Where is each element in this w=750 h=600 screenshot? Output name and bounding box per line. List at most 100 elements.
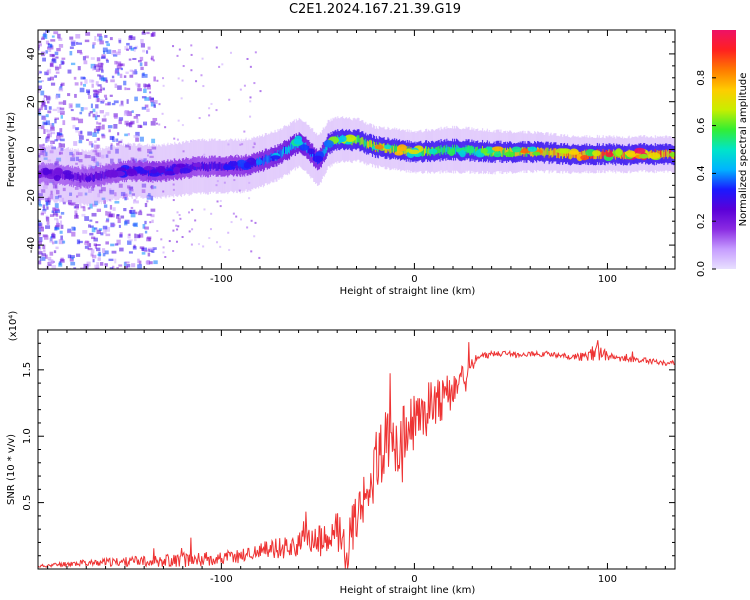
ridge-blob <box>243 161 251 169</box>
noise-speckle <box>48 47 52 53</box>
ridge-core <box>289 142 292 150</box>
ridge-core <box>221 163 223 171</box>
noise-speckle <box>126 122 131 127</box>
noise-speckle <box>110 243 115 247</box>
noise-speckle <box>153 76 156 82</box>
noise-speckle <box>33 77 36 82</box>
noise-speckle <box>203 208 206 211</box>
noise-speckle <box>41 147 46 151</box>
noise-speckle <box>208 107 211 110</box>
noise-speckle <box>50 141 53 146</box>
noise-speckle <box>113 100 119 104</box>
noise-speckle <box>127 233 131 239</box>
noise-speckle <box>210 212 213 215</box>
colorbar-label: Normalized spectral amplitude <box>738 73 749 227</box>
noise-speckle <box>90 57 95 60</box>
ridge-blob <box>639 153 649 159</box>
noise-speckle <box>135 113 141 117</box>
noise-speckle <box>110 143 113 146</box>
ridge-core <box>556 150 558 159</box>
ridge-core <box>74 172 76 180</box>
ridge-core <box>392 144 394 152</box>
noise-speckle <box>76 49 82 54</box>
noise-speckle <box>172 45 175 48</box>
noise-speckle <box>118 183 123 188</box>
heatmap-area <box>33 30 675 269</box>
ridge-core <box>600 151 602 160</box>
noise-speckle <box>111 250 117 254</box>
ridge-blob <box>384 144 392 150</box>
noise-speckle <box>38 190 40 196</box>
ridge-blob <box>344 134 356 143</box>
noise-speckle <box>137 83 141 88</box>
ridge-core <box>212 162 214 170</box>
ridge-core <box>447 146 449 154</box>
noise-speckle <box>141 252 146 255</box>
noise-speckle <box>176 54 179 57</box>
noise-speckle <box>137 264 142 269</box>
noise-speckle <box>152 100 158 104</box>
noise-speckle <box>38 47 40 51</box>
ridge-core <box>583 150 585 158</box>
noise-speckle <box>83 60 88 65</box>
noise-speckle <box>43 122 48 125</box>
noise-speckle <box>69 46 74 49</box>
ridge-core <box>557 150 559 158</box>
noise-speckle <box>97 137 100 141</box>
noise-speckle <box>150 97 155 103</box>
colorbar-tick-label: 0.6 <box>696 118 707 134</box>
ridge-core <box>660 150 662 158</box>
noise-speckle <box>141 73 144 78</box>
noise-speckle <box>223 181 226 184</box>
noise-speckle <box>42 57 47 62</box>
ridge-core <box>438 145 440 154</box>
noise-speckle <box>93 243 97 247</box>
noise-speckle <box>88 141 93 146</box>
noise-speckle <box>55 71 60 74</box>
noise-speckle <box>62 187 66 192</box>
ridge-core <box>465 145 467 153</box>
noise-speckle <box>83 107 88 110</box>
noise-speckle <box>181 124 184 127</box>
x-tick-label: -100 <box>210 274 233 285</box>
noise-speckle <box>95 161 99 167</box>
ridge-core <box>193 162 195 171</box>
noise-speckle <box>243 130 246 133</box>
noise-speckle <box>92 259 95 263</box>
noise-speckle <box>126 42 130 46</box>
x-tick-label: 0 <box>411 574 417 585</box>
ridge-core <box>81 172 83 180</box>
noise-speckle <box>164 255 167 258</box>
noise-speckle <box>173 137 176 140</box>
noise-speckle <box>178 48 181 51</box>
noise-speckle <box>141 189 146 193</box>
noise-speckle <box>92 108 96 113</box>
ridge-core <box>203 163 205 171</box>
ridge-blob <box>493 151 502 158</box>
noise-speckle <box>135 137 139 142</box>
noise-speckle <box>130 206 134 209</box>
noise-speckle <box>39 197 45 201</box>
noise-speckle <box>42 209 47 212</box>
noise-speckle <box>95 68 100 72</box>
noise-speckle <box>101 124 105 130</box>
ridge-core <box>550 147 552 156</box>
ridge-core <box>546 147 548 155</box>
ridge-core <box>100 173 102 181</box>
noise-speckle <box>38 196 41 201</box>
noise-speckle <box>42 204 46 208</box>
ridge-core <box>263 157 266 165</box>
ridge-core <box>355 136 357 145</box>
noise-speckle <box>73 141 78 146</box>
noise-speckle <box>54 162 57 167</box>
noise-speckle <box>210 102 213 105</box>
noise-speckle <box>33 35 36 38</box>
y-axis-label: SNR (10 * v/v) <box>6 434 17 505</box>
noise-speckle <box>102 87 105 91</box>
x-tick-label: 100 <box>598 274 617 285</box>
noise-speckle <box>70 255 75 259</box>
noise-speckle <box>105 241 109 245</box>
noise-speckle <box>162 77 165 80</box>
noise-speckle <box>131 110 134 113</box>
noise-speckle <box>164 126 167 129</box>
